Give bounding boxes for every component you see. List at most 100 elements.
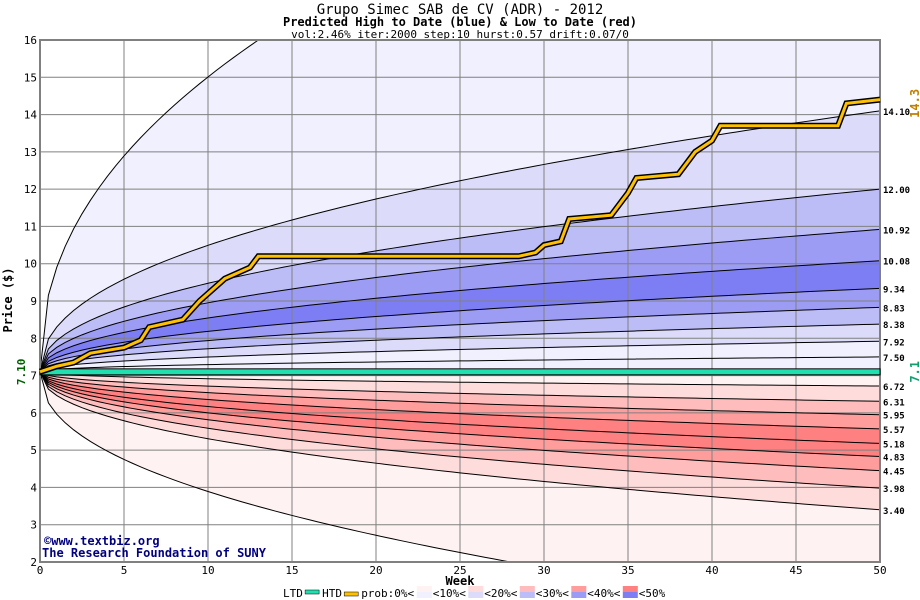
x-tick-label: 30 bbox=[537, 564, 550, 577]
percentile-label: 8.38 bbox=[883, 321, 905, 331]
legend-bin-label: <10%< bbox=[433, 587, 466, 600]
y-tick-label: 5 bbox=[30, 444, 37, 457]
percentile-line bbox=[39, 371, 881, 489]
legend-ltd-label: LTD bbox=[283, 587, 303, 600]
percentile-label: 10.08 bbox=[883, 258, 910, 268]
percentile-label: 6.31 bbox=[883, 398, 905, 408]
x-tick-label: 15 bbox=[285, 564, 298, 577]
percentile-line bbox=[39, 371, 881, 387]
percentile-line bbox=[39, 356, 881, 373]
x-tick-label: 20 bbox=[369, 564, 382, 577]
low-band-4 bbox=[40, 371, 880, 444]
y-axis-label: Price ($) bbox=[1, 267, 15, 332]
low-band-8 bbox=[40, 371, 880, 510]
percentile-line bbox=[39, 287, 881, 373]
y-tick-label: 3 bbox=[30, 519, 37, 532]
y-tick-label: 8 bbox=[30, 332, 37, 345]
percentile-label: 10.92 bbox=[883, 226, 910, 236]
ltd-line bbox=[39, 368, 881, 376]
percentile-line bbox=[39, 110, 881, 372]
legend-red-swatch bbox=[416, 586, 432, 592]
low-band-5 bbox=[40, 371, 880, 457]
percentile-label: 5.95 bbox=[883, 412, 905, 422]
legend-blue-swatch bbox=[571, 592, 587, 598]
x-tick-label: 5 bbox=[121, 564, 128, 577]
percentile-line bbox=[39, 371, 881, 402]
percentile-label: 3.98 bbox=[883, 485, 905, 495]
legend-blue-swatch bbox=[416, 592, 432, 598]
low-band-3 bbox=[40, 371, 880, 429]
x-tick-label: 25 bbox=[453, 564, 466, 577]
legend-bin-label: <50% bbox=[639, 587, 666, 600]
percentile-line bbox=[39, 371, 881, 511]
high-band-0 bbox=[40, 40, 880, 372]
high-band-4 bbox=[40, 260, 880, 372]
credit-url: ©www.textbiz.org bbox=[44, 534, 160, 548]
y-tick-label: 13 bbox=[24, 146, 37, 159]
legend-prob-label: prob:0%< bbox=[361, 587, 414, 600]
y-tick-label: 9 bbox=[30, 295, 37, 308]
legend-red-swatch bbox=[468, 586, 484, 592]
percentile-line bbox=[39, 188, 881, 373]
legend: LTD HTD prob:0%< <10%< <20%< <30%< <40%< <50% bbox=[283, 586, 666, 600]
percentile-label: 4.83 bbox=[883, 453, 905, 463]
y-tick-label: 6 bbox=[30, 407, 37, 420]
high-band-2 bbox=[40, 189, 880, 372]
percentile-label: 7.50 bbox=[883, 354, 905, 364]
percentile-label: 4.45 bbox=[883, 468, 905, 478]
percentile-label: 6.72 bbox=[883, 383, 905, 393]
y-tick-label: 2 bbox=[30, 556, 37, 569]
htd-line bbox=[39, 98, 881, 374]
x-tick-label: 0 bbox=[37, 564, 44, 577]
chart-params: vol:2.46% iter:2000 step:10 hurst:0.57 d… bbox=[291, 28, 629, 41]
percentile-line bbox=[39, 323, 881, 373]
x-tick-label: 10 bbox=[201, 564, 214, 577]
credit-org: The Research Foundation of SUNY bbox=[42, 546, 267, 560]
legend-red-swatch bbox=[622, 586, 638, 592]
plot-border bbox=[39, 39, 881, 563]
percentile-line bbox=[39, 340, 881, 373]
start-price-label: 7.10 bbox=[15, 359, 28, 386]
percentile-line bbox=[39, 228, 881, 373]
legend-bin-label: <20%< bbox=[484, 587, 517, 600]
percentile-line bbox=[39, 371, 881, 457]
htd-value-label: 14.3 bbox=[908, 89, 920, 118]
percentile-label: 9.34 bbox=[883, 285, 905, 295]
x-axis-label: Week bbox=[446, 574, 476, 588]
y-tick-label: 7 bbox=[30, 370, 37, 383]
y-tick-label: 16 bbox=[24, 34, 37, 47]
chart-subtitle: Predicted High to Date (blue) & Low to D… bbox=[283, 15, 637, 29]
percentile-label: 12.00 bbox=[883, 186, 910, 196]
x-tick-label: 35 bbox=[621, 564, 634, 577]
percentile-label: 7.92 bbox=[883, 338, 905, 348]
percentile-line bbox=[39, 371, 881, 472]
percentile-line bbox=[39, 371, 881, 444]
x-tick-label: 45 bbox=[789, 564, 802, 577]
legend-htd-swatch bbox=[343, 591, 359, 597]
percentile-label: 5.18 bbox=[883, 440, 905, 450]
legend-bin-label: <30%< bbox=[536, 587, 569, 600]
y-tick-label: 4 bbox=[30, 481, 37, 494]
legend-blue-swatch bbox=[622, 592, 638, 598]
percentile-label: 3.40 bbox=[883, 507, 905, 517]
x-tick-label: 50 bbox=[873, 564, 886, 577]
high-band-5 bbox=[40, 288, 880, 372]
low-band-2 bbox=[40, 371, 880, 415]
chart-title: Grupo Simec SAB de CV (ADR) - 2012 bbox=[317, 2, 604, 18]
percentile-line bbox=[39, 306, 881, 373]
percentile-line bbox=[39, 371, 881, 430]
percentile-label: 5.57 bbox=[883, 426, 905, 436]
percentile-label: 14.10 bbox=[883, 108, 910, 118]
legend-blue-swatch bbox=[468, 592, 484, 598]
x-tick-label: 40 bbox=[705, 564, 718, 577]
y-tick-label: 10 bbox=[24, 258, 37, 271]
legend-red-swatch bbox=[571, 586, 587, 592]
percentile-label: 8.83 bbox=[883, 304, 905, 314]
legend-blue-swatch bbox=[519, 592, 535, 598]
low-band-9 bbox=[40, 371, 880, 562]
percentile-line bbox=[39, 371, 881, 416]
ltd-value-label: 7.1 bbox=[908, 361, 920, 383]
high-band-6 bbox=[40, 307, 880, 372]
y-tick-label: 15 bbox=[24, 71, 37, 84]
high-band-3 bbox=[40, 229, 880, 372]
